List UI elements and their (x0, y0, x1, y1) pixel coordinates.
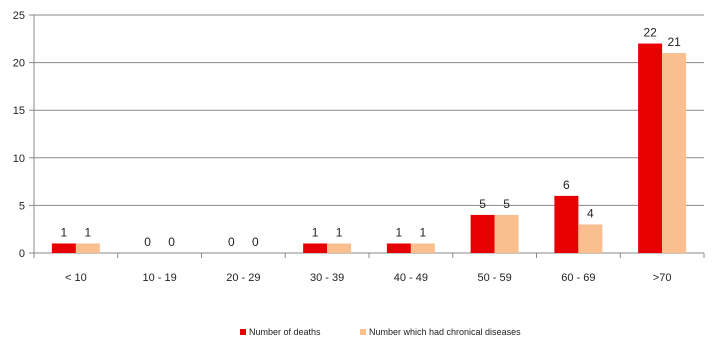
data-label: 0 (228, 235, 235, 249)
data-label: 5 (503, 197, 510, 211)
legend: Number of deaths Number which had chronic… (240, 327, 521, 337)
y-tick-label: 5 (19, 200, 25, 212)
data-label: 22 (643, 26, 657, 40)
bar-chronic-3 (327, 243, 352, 253)
bar-deaths-7 (638, 43, 663, 254)
data-label: 0 (144, 235, 151, 249)
x-tick-label: < 10 (65, 272, 87, 284)
x-tick-label: 50 - 59 (478, 272, 512, 284)
bar-chronic-7 (662, 53, 687, 253)
data-label: 21 (667, 35, 681, 49)
x-tick-label: 30 - 39 (310, 272, 344, 284)
bar-chronic-0 (75, 243, 100, 253)
gridlines (34, 14, 704, 254)
y-tick-label: 10 (13, 153, 25, 165)
data-label: 1 (312, 225, 319, 239)
legend-swatch (360, 329, 366, 335)
bar-deaths-3 (303, 243, 328, 253)
data-label: 4 (587, 206, 594, 220)
bar-chronic-6 (578, 224, 603, 253)
data-label: 1 (420, 225, 427, 239)
legend-label: Number which had chronical diseases (369, 327, 521, 337)
bar-deaths-4 (386, 243, 411, 253)
bar-deaths-5 (470, 214, 495, 253)
data-label: 1 (85, 225, 92, 239)
legend-swatch (240, 329, 246, 335)
data-label: 6 (563, 178, 570, 192)
y-tick-label: 0 (19, 248, 25, 260)
bar-deaths-0 (51, 243, 76, 253)
x-tick-label: 40 - 49 (394, 272, 428, 284)
x-tick-label: 60 - 69 (561, 272, 595, 284)
data-label: 1 (61, 225, 68, 239)
data-labels: 1 0 0 1 1 5 6 22 1 0 0 1 1 5 4 21 (61, 26, 682, 249)
y-tick-label: 20 (13, 58, 25, 70)
data-label: 5 (479, 197, 486, 211)
bar-chronic-5 (494, 214, 519, 253)
bar-chronic-4 (410, 243, 435, 253)
legend-label: Number of deaths (249, 327, 321, 337)
data-label: 1 (336, 225, 343, 239)
data-label: 0 (252, 235, 259, 249)
data-label: 1 (396, 225, 403, 239)
data-label: 0 (168, 235, 175, 249)
y-tick-label: 15 (13, 105, 25, 117)
y-tick-label: 25 (13, 10, 25, 22)
bar-deaths-6 (554, 195, 579, 253)
x-tick-label: 20 - 29 (226, 272, 260, 284)
bars (51, 43, 687, 254)
x-tick-label: 10 - 19 (143, 272, 177, 284)
x-tick-label: >70 (653, 272, 672, 284)
